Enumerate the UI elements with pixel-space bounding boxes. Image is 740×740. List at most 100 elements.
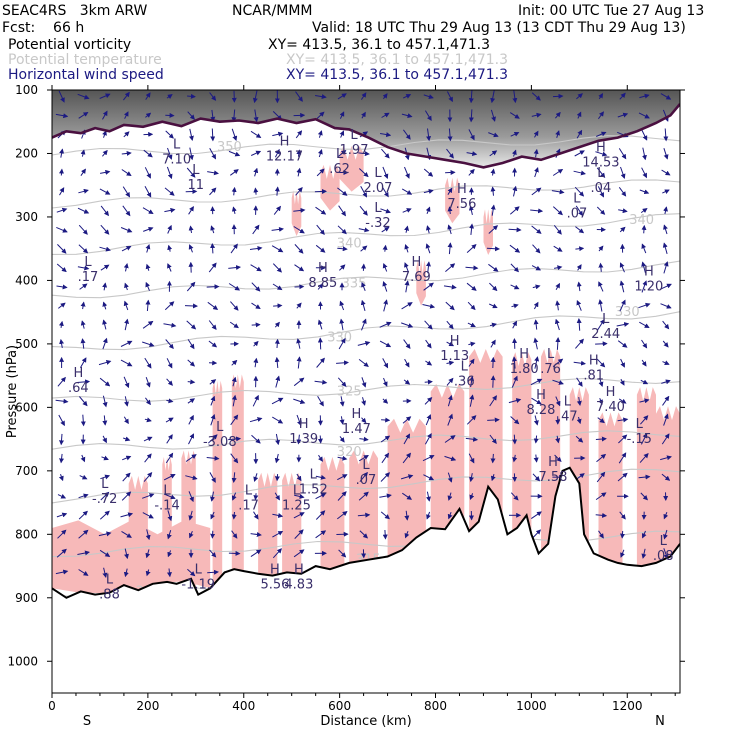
wind-vector <box>143 226 154 232</box>
wind-vector <box>102 319 108 330</box>
wind-vector <box>316 357 325 368</box>
wind-vector <box>231 376 237 387</box>
wind-vector <box>424 110 432 122</box>
wind-vector <box>533 415 539 426</box>
wind-vector <box>469 493 475 501</box>
axes: 100 200 300 400 500 600 700 800 900 1000 0 200 400 60… <box>5 83 685 729</box>
wind-vector <box>314 379 328 385</box>
y-tick-label: 500 <box>15 337 38 351</box>
wind-vector <box>511 356 517 369</box>
wind-vector <box>188 225 194 233</box>
extremum-type: L <box>245 483 253 498</box>
wind-vector <box>380 208 391 214</box>
extremum-type: L <box>336 147 344 162</box>
wind-vector <box>402 416 412 424</box>
theta-contour <box>52 377 680 402</box>
wind-vector <box>575 338 584 349</box>
wind-vector <box>404 510 410 521</box>
wind-vector <box>533 301 539 310</box>
wind-vector <box>380 472 390 482</box>
wind-vector <box>209 148 216 160</box>
wind-vector <box>574 150 585 157</box>
extremum-value: .47 <box>557 410 578 425</box>
extremum-type: H <box>536 388 546 403</box>
wind-vector <box>446 148 454 159</box>
wind-vector <box>230 414 239 426</box>
wind-vector <box>446 91 453 103</box>
wind-vector <box>533 148 539 158</box>
wind-vector <box>423 168 434 177</box>
wind-vector <box>468 168 475 176</box>
wind-vector <box>576 416 582 425</box>
wind-vector <box>382 93 388 100</box>
wind-vector <box>358 168 369 178</box>
wind-vector <box>595 151 608 157</box>
wind-vector <box>490 474 496 482</box>
wind-vector <box>188 433 194 445</box>
extremum-value: .36 <box>454 375 475 390</box>
wind-vector <box>444 435 456 443</box>
extremum-label: L.47 <box>557 395 578 425</box>
wind-vector <box>358 491 369 501</box>
wind-vector <box>616 322 630 327</box>
wind-vector <box>360 186 367 198</box>
wind-vector <box>80 338 86 349</box>
wind-vector <box>253 473 259 482</box>
wind-vector <box>316 168 325 177</box>
wind-vector <box>404 244 410 253</box>
wind-vector <box>598 299 604 312</box>
wind-vector <box>295 130 303 139</box>
wind-vector <box>274 186 280 196</box>
wind-vector <box>619 299 626 312</box>
wind-vector <box>361 281 366 291</box>
extremum-value: .17 <box>238 498 259 513</box>
wind-vector <box>489 150 498 157</box>
wind-vector <box>167 263 172 272</box>
extremum-label: L-1.19 <box>181 563 215 593</box>
wind-vector <box>531 265 542 271</box>
wind-vector <box>447 224 453 235</box>
wind-vector <box>382 262 388 272</box>
wind-vector <box>336 360 349 366</box>
wind-vector <box>209 187 217 196</box>
wind-vector <box>469 473 474 483</box>
extremum-type: H <box>450 334 460 349</box>
extremum-value: .17 <box>78 270 99 285</box>
extremum-type: H <box>457 182 467 197</box>
wind-vector <box>447 242 453 255</box>
wind-vector <box>468 129 475 141</box>
wind-vector <box>468 90 474 104</box>
wind-vector <box>163 493 176 500</box>
wind-vector <box>58 90 65 103</box>
wind-vector <box>511 149 517 157</box>
wind-vector <box>77 93 90 100</box>
wind-vector <box>296 167 302 177</box>
extremum-type: H <box>411 255 421 270</box>
wind-vector <box>618 398 627 404</box>
wind-vector <box>447 512 453 520</box>
wind-vector <box>446 360 455 366</box>
wind-vector <box>663 548 669 560</box>
extremum-label: L1.97 <box>340 128 369 158</box>
wind-vector <box>662 109 669 122</box>
wind-vector <box>596 131 607 137</box>
wind-vector <box>315 530 327 539</box>
wind-vector <box>253 357 259 368</box>
wind-vector <box>598 530 604 539</box>
wind-vector <box>530 208 544 214</box>
wind-vector <box>187 93 196 99</box>
wind-vector <box>102 395 108 408</box>
wind-vector <box>619 280 625 293</box>
terrain-line <box>52 466 680 599</box>
extremum-type: L <box>374 166 382 181</box>
extremum-value: 7.56 <box>447 197 476 212</box>
wind-vector <box>230 453 239 464</box>
wind-vector <box>80 301 86 310</box>
wind-vector <box>359 205 368 216</box>
extremum-value: .88 <box>99 587 120 602</box>
wind-vector <box>294 244 304 254</box>
wind-vector <box>661 433 670 445</box>
wind-vector <box>187 111 195 120</box>
extremum-label: H.81 <box>583 353 604 383</box>
extremum-type: H <box>73 366 83 381</box>
